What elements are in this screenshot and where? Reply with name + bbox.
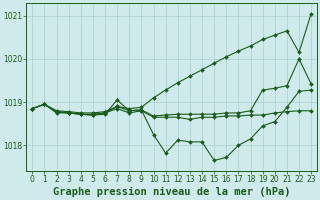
X-axis label: Graphe pression niveau de la mer (hPa): Graphe pression niveau de la mer (hPa) — [53, 187, 291, 197]
